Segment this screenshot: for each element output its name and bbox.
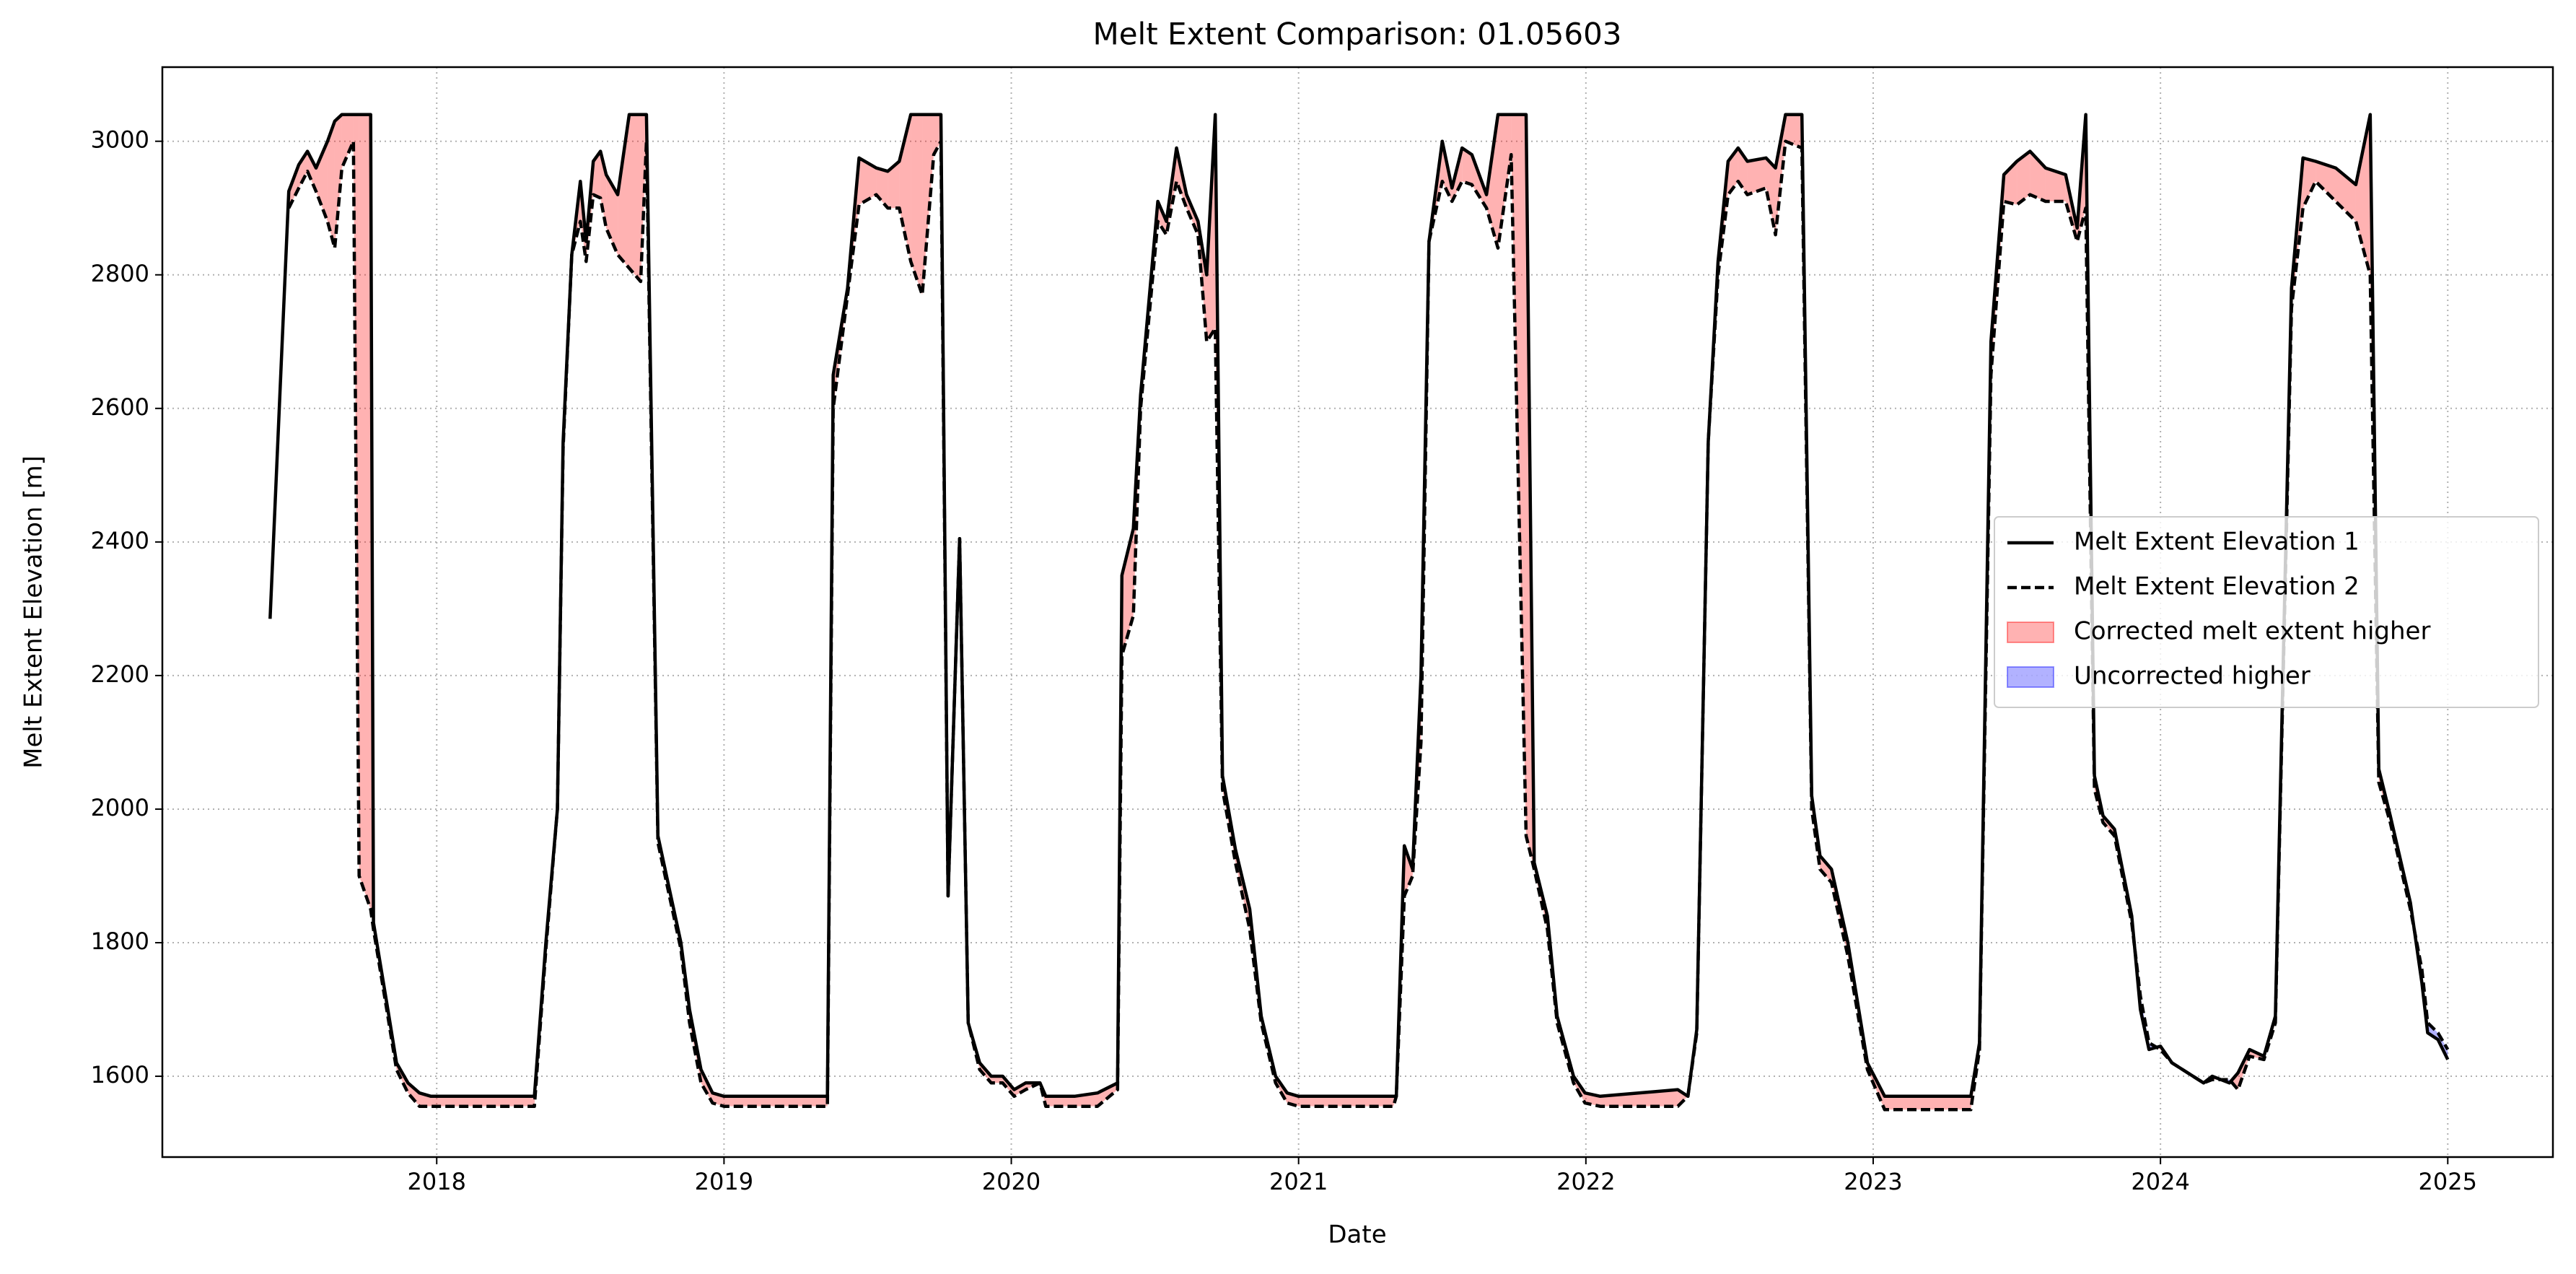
fill-between — [911, 114, 923, 295]
fill-between — [1404, 845, 1413, 896]
fill-between — [593, 151, 601, 198]
x-tick-label: 2022 — [1556, 1168, 1615, 1195]
legend-box — [1994, 516, 2539, 708]
fill-between — [1600, 1089, 1678, 1107]
fill-between — [1766, 157, 1776, 235]
fill-between — [888, 161, 900, 209]
legend-label: Uncorrected higher — [2074, 662, 2310, 691]
fill-between — [934, 114, 941, 155]
fill-between — [1747, 157, 1766, 195]
fill-between — [1884, 1096, 1971, 1110]
y-tick-label: 2400 — [91, 527, 149, 554]
x-tick-label: 2024 — [2131, 1168, 2189, 1195]
fill-between — [2316, 161, 2336, 201]
fill-between — [724, 1096, 828, 1107]
fill-between — [1462, 147, 1472, 185]
line-series — [268, 113, 2450, 1099]
plot-frame — [161, 66, 2554, 1159]
y-tick-label: 1800 — [91, 928, 149, 955]
fill-between — [299, 151, 308, 188]
fill-between — [1097, 1083, 1118, 1107]
line-series — [287, 139, 2450, 1112]
legend-label: Melt Extent Elevation 1 — [2074, 528, 2360, 557]
y-tick-label: 3000 — [91, 126, 149, 154]
fill-between — [327, 121, 335, 248]
fill-between — [341, 114, 354, 168]
fill-between — [991, 1076, 1003, 1083]
y-tick-label: 2000 — [91, 794, 149, 821]
legend-swatch — [2007, 621, 2054, 643]
fill-between — [408, 1083, 420, 1107]
x-axis-label: Date — [1328, 1221, 1386, 1249]
x-tick-label: 2018 — [408, 1168, 466, 1195]
x-tick-label: 2023 — [1844, 1168, 1902, 1195]
y-tick-label: 2800 — [91, 260, 149, 287]
fill-between — [307, 151, 317, 192]
fill-between — [628, 114, 641, 282]
fill-between — [431, 1096, 480, 1107]
legend-swatch — [2007, 666, 2054, 688]
fill-between — [316, 141, 328, 222]
fill-between — [2303, 157, 2316, 209]
fill-between — [1046, 1096, 1075, 1107]
fill-between — [2355, 114, 2370, 275]
x-tick-label: 2020 — [982, 1168, 1041, 1195]
fill-between — [1040, 1083, 1046, 1107]
x-tick-label: 2025 — [2419, 1168, 2477, 1195]
legend: Melt Extent Elevation 1 Melt Extent Eleva… — [1994, 516, 2539, 708]
fill-between — [359, 114, 371, 909]
x-tick-label: 2021 — [1269, 1168, 1328, 1195]
fill-between — [618, 114, 629, 269]
y-tick-label: 2200 — [91, 660, 149, 688]
chart-title: Melt Extent Comparison: 01.05603 — [1092, 17, 1621, 52]
fill-between — [479, 1096, 535, 1107]
y-tick-label: 2600 — [91, 393, 149, 421]
fill-between — [2017, 151, 2030, 205]
fill-between — [2045, 167, 2066, 201]
y-tick-label: 1600 — [91, 1061, 149, 1088]
fill-between — [859, 157, 877, 205]
x-tick-label: 2019 — [695, 1168, 753, 1195]
fill-between — [1298, 1096, 1394, 1107]
fill-between — [1785, 114, 1802, 148]
legend-label: Melt Extent Elevation 2 — [2074, 572, 2360, 601]
y-axis-label: Melt Extent Elevation [m] — [19, 455, 48, 769]
fill-between — [1820, 855, 1832, 883]
legend-label: Corrected melt extent higher — [2074, 617, 2430, 646]
fill-between — [876, 167, 888, 209]
